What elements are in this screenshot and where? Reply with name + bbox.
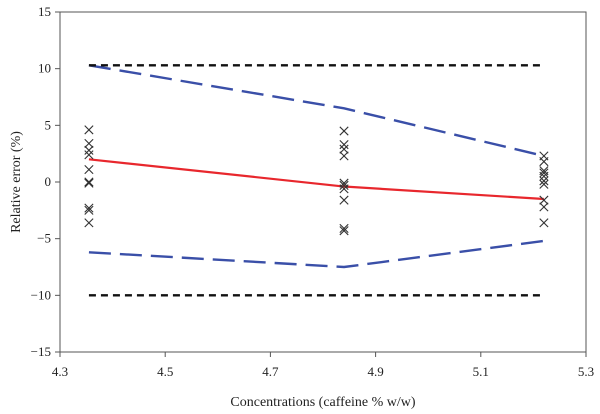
- y-tick-label: −5: [37, 231, 51, 246]
- data-point-stroke: [84, 150, 94, 160]
- data-point: [539, 157, 549, 167]
- series-line-3: [88, 239, 545, 269]
- data-point: [84, 145, 94, 155]
- data-point: [84, 178, 94, 188]
- y-tick-label: 10: [38, 61, 51, 76]
- y-tick-label: −10: [31, 287, 51, 302]
- y-tick-label: 15: [38, 4, 51, 19]
- data-point: [539, 171, 549, 181]
- data-point: [84, 164, 94, 175]
- data-point-stroke: [539, 157, 549, 167]
- data-point: [539, 176, 549, 186]
- data-point-stroke: [539, 168, 549, 178]
- data-point-stroke: [539, 195, 549, 205]
- x-tick-label: 5.1: [473, 364, 489, 379]
- data-point-stroke: [339, 180, 349, 190]
- plot-frame: [59, 11, 587, 353]
- data-point: [339, 151, 349, 161]
- data-point: [339, 226, 349, 236]
- data-point: [84, 177, 94, 187]
- data-point: [539, 179, 549, 189]
- x-tick-label: 5.3: [578, 364, 594, 379]
- y-tick-label: 5: [45, 117, 52, 132]
- data-point-stroke: [84, 145, 94, 155]
- x-tick-label: 4.3: [52, 364, 68, 379]
- x-tick-label: 4.5: [157, 364, 173, 379]
- data-point: [539, 195, 549, 205]
- y-tick-label: −15: [31, 344, 51, 359]
- x-axis-title: Concentrations (caffeine % w/w): [230, 395, 416, 410]
- data-point-stroke: [84, 178, 94, 188]
- data-point: [84, 218, 94, 228]
- data-point: [339, 126, 349, 136]
- data-point: [339, 140, 349, 150]
- data-point-stroke: [84, 205, 94, 215]
- data-point: [539, 218, 549, 228]
- data-point: [339, 180, 349, 190]
- data-point: [84, 150, 94, 160]
- data-point: [539, 168, 549, 178]
- data-point-stroke: [84, 164, 94, 175]
- y-axis-title: Relative error (%): [9, 131, 24, 233]
- data-point-stroke: [539, 218, 549, 228]
- data-point-stroke: [84, 125, 94, 135]
- data-point-stroke: [539, 171, 549, 181]
- data-point: [84, 205, 94, 215]
- series: [84, 64, 549, 297]
- data-point-stroke: [339, 140, 349, 150]
- data-point-stroke: [339, 184, 349, 194]
- data-point-stroke: [84, 177, 94, 187]
- data-point-stroke: [339, 151, 349, 161]
- data-point-stroke: [539, 179, 549, 189]
- tick-labels: −15 −10 −5 0 5 10 15 4.3 4.5 4.7 4.9 5.1 5.3: [31, 4, 594, 379]
- data-point-stroke: [539, 176, 549, 186]
- x-tick-label: 4.7: [262, 364, 279, 379]
- x-tick-label: 4.9: [367, 364, 383, 379]
- axes: [55, 11, 587, 357]
- data-point-stroke: [339, 223, 349, 234]
- data-point: [339, 184, 349, 194]
- data-point: [84, 203, 94, 213]
- series-line-1: [88, 158, 544, 201]
- data-point-stroke: [539, 202, 549, 212]
- y-tick-label: 0: [45, 174, 52, 189]
- data-point-stroke: [339, 195, 349, 205]
- data-point: [84, 125, 94, 135]
- data-point: [539, 202, 549, 212]
- data-point-stroke: [339, 226, 349, 236]
- data-point-stroke: [84, 138, 94, 149]
- data-point-stroke: [84, 203, 94, 213]
- data-point: [84, 138, 94, 149]
- data-point: [339, 223, 349, 234]
- series-line-2: [88, 64, 545, 158]
- data-point-stroke: [339, 126, 349, 136]
- data-point: [339, 144, 349, 154]
- data-point: [339, 195, 349, 205]
- data-point-stroke: [84, 218, 94, 228]
- data-point-stroke: [339, 144, 349, 154]
